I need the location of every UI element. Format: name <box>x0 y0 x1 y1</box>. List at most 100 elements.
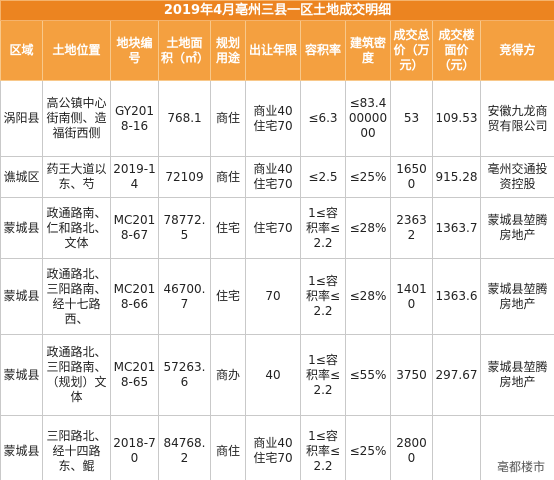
data-cell: 1≤容积率≤2.2 <box>300 334 346 416</box>
data: 商住 <box>215 443 240 458</box>
header-cell: 出让年限 <box>245 20 301 81</box>
data: 住宅70 <box>253 220 293 235</box>
header-cell: 建筑密度 <box>345 20 391 81</box>
data-cell: 商业40住宅70 <box>245 415 301 480</box>
data-cell: ≤83.40000000 <box>345 80 391 157</box>
data: ≤25% <box>349 443 387 458</box>
data-cell: ≤55% <box>345 334 391 416</box>
data: 安徽九龙商贸有限公司 <box>487 103 548 133</box>
data-cell: 蒙城县堃腾房地产 <box>479 334 554 416</box>
title-row: 2019年4月亳州三县一区土地成交明细 <box>0 0 554 21</box>
header: 区域 <box>9 43 34 57</box>
data-cell: 商住 <box>210 156 246 198</box>
data: 蒙城县 <box>3 220 40 235</box>
header-row: 区域 土地位置 地块编号 土地面积（㎡） 规划用途 出让年限 容积率 建筑密度 成交总价（万元）… <box>0 20 554 81</box>
data: MC2018-66 <box>113 281 156 311</box>
data-cell: 84768.2 <box>158 415 211 480</box>
data-cell: 高公镇中心街南侧、造福街西侧 <box>42 80 111 157</box>
data: 23632 <box>396 213 427 242</box>
header: 容积率 <box>304 43 341 57</box>
data-row: 蒙城县 政通路南、仁和路北、文体 MC2018-67 78772.5 住宅 住宅70 1≤容… <box>0 197 554 259</box>
data: 住宅 <box>215 220 240 235</box>
data-cell: 蒙城县堃腾房地产 <box>479 258 554 335</box>
data-row: 谯城区 药王大道以东、芍 2019-14 72109 商住 商业40住宅70 ≤2.5 ≤25… <box>0 156 554 198</box>
data-cell: 2018-70 <box>110 415 159 480</box>
data-cell: 1363.7 <box>432 197 481 259</box>
data: 297.67 <box>435 367 478 382</box>
data: 1363.6 <box>435 289 478 303</box>
table-title-cell: 2019年4月亳州三县一区土地成交明细 <box>0 0 554 21</box>
data: 72109 <box>165 169 204 184</box>
data: 1≤容积率≤2.2 <box>305 205 341 250</box>
data: ≤6.3 <box>308 111 338 125</box>
data: 药王大道以东、芍 <box>46 162 107 191</box>
data-cell: 14010 <box>390 258 433 335</box>
header-cell: 区域 <box>0 20 43 81</box>
data-row: 涡阳县 高公镇中心街南侧、造福街西侧 GY2018-16 768.1 商住 商业40住宅7… <box>0 80 554 157</box>
data-cell: ≤25% <box>345 156 391 198</box>
data-cell: ≤28% <box>345 197 391 259</box>
data: MC2018-65 <box>113 360 156 389</box>
data-cell: MC2018-67 <box>110 197 159 259</box>
header: 规划用途 <box>215 35 240 65</box>
data-cell: 78772.5 <box>158 197 211 259</box>
data-cell: 药王大道以东、芍 <box>42 156 111 198</box>
data: 1≤容积率≤2.2 <box>305 352 341 397</box>
data: 28000 <box>396 436 427 465</box>
data: ≤28% <box>349 289 387 303</box>
data: 政通路南、仁和路北、文体 <box>46 205 107 250</box>
data-cell: 16500 <box>390 156 433 198</box>
data: ≤25% <box>349 169 387 184</box>
data: 商住 <box>215 169 240 184</box>
data-cell: 蒙城县堃腾房地产 <box>479 197 554 259</box>
data: 谯城区 <box>3 169 40 184</box>
data-cell: 28000 <box>390 415 433 480</box>
data-cell: 915.28 <box>432 156 481 198</box>
data-cell: 商业40住宅70 <box>245 156 301 198</box>
data: 三阳路北、经十四路东、鲲 <box>46 428 107 473</box>
data-cell: 三阳路北、经十四路东、鲲 <box>42 415 111 480</box>
data-cell: 70 <box>245 258 301 335</box>
header: 出让年限 <box>248 43 297 57</box>
data-cell: 蒙城县 <box>0 258 43 335</box>
data: 70 <box>265 289 281 303</box>
data: 78772.5 <box>163 213 206 242</box>
data: 14010 <box>396 281 427 311</box>
data-row: 蒙城县 政通路北、三阳路南、（规划）文体 MC2018-65 57263.6 商办 40 1… <box>0 334 554 416</box>
data-row: 蒙城县 三阳路北、经十四路东、鲲 2018-70 84768.2 商住 商业40住宅70 1… <box>0 415 554 480</box>
data: 蒙城县 <box>3 367 40 382</box>
data: ≤2.5 <box>308 169 338 184</box>
data: 高公镇中心街南侧、造福街西侧 <box>46 96 107 140</box>
data-cell: ≤25% <box>345 415 391 480</box>
data-cell: 72109 <box>158 156 211 198</box>
data-cell: 109.53 <box>432 80 481 157</box>
data-cell: ≤2.5 <box>300 156 346 198</box>
data-cell: 3750 <box>390 334 433 416</box>
data-cell: 297.67 <box>432 334 481 416</box>
data-cell <box>432 415 481 480</box>
data-cell: 蒙城县 <box>0 334 43 416</box>
data-cell: 46700.7 <box>158 258 211 335</box>
data: 2019-14 <box>113 162 156 191</box>
data-row: 蒙城县 政通路北、三阳路南、经十七路西、 MC2018-66 46700.7 住宅 70 1… <box>0 258 554 335</box>
data-cell: 住宅 <box>210 197 246 259</box>
data: GY2018-16 <box>115 103 154 133</box>
header-cell: 容积率 <box>300 20 346 81</box>
header: 土地位置 <box>52 43 101 57</box>
data-cell: 768.1 <box>158 80 211 157</box>
data: 亳州交通投资控股 <box>487 162 548 191</box>
header-cell: 规划用途 <box>210 20 246 81</box>
header-cell: 成交总价（万元） <box>390 20 433 81</box>
header: 土地面积（㎡） <box>161 35 210 65</box>
data: 商住 <box>215 111 240 125</box>
data: ≤28% <box>349 220 387 235</box>
header: 建筑密度 <box>349 35 386 65</box>
data: 蒙城县堃腾房地产 <box>487 281 548 311</box>
data-cell: 商住 <box>210 415 246 480</box>
header: 成交总价（万元） <box>393 28 430 72</box>
data-cell: 涡阳县 <box>0 80 43 157</box>
data: 蒙城县 <box>3 443 40 458</box>
data-cell: 1≤容积率≤2.2 <box>300 197 346 259</box>
data-cell: 1≤容积率≤2.2 <box>300 415 346 480</box>
data: 商办 <box>215 367 240 382</box>
